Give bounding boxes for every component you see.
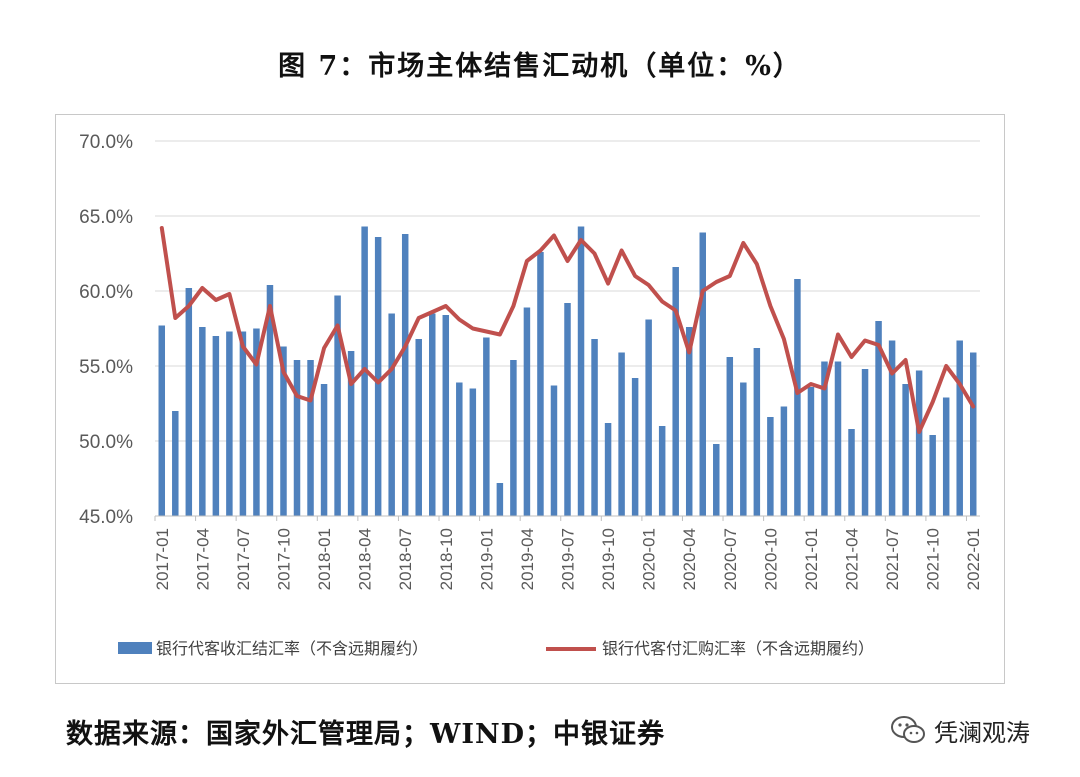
legend-line-label: 银行代客付汇购汇率（不含远期履约） [602, 639, 874, 658]
bar [334, 295, 341, 516]
bar [942, 397, 950, 516]
bar [740, 382, 747, 516]
x-tick-label: 2018-10 [437, 528, 456, 590]
source-note: 数据来源：国家外汇管理局；WIND；中银证券 [66, 719, 666, 750]
bar [821, 361, 828, 516]
bar [307, 360, 314, 516]
x-tick-label: 2022-01 [964, 528, 983, 590]
bar [347, 351, 355, 516]
bar [429, 313, 436, 516]
y-tick-label: 60.0% [79, 282, 133, 303]
bar [753, 348, 761, 516]
bar [172, 411, 179, 516]
bar [564, 303, 571, 516]
bar [212, 336, 220, 516]
bar [415, 339, 422, 516]
y-tick-label: 45.0% [79, 507, 133, 528]
x-tick-label: 2021-07 [883, 528, 902, 590]
bar [902, 384, 909, 516]
bar [158, 325, 166, 516]
bar [320, 384, 328, 516]
bar [969, 352, 977, 516]
bar [280, 346, 287, 516]
x-tick-label: 2021-10 [924, 528, 943, 590]
bar [861, 369, 869, 516]
x-tick-label: 2020-01 [640, 528, 659, 590]
bar [618, 352, 625, 516]
bar [185, 288, 193, 516]
x-tick-label: 2018-01 [315, 528, 334, 590]
bar [875, 321, 882, 516]
bar [780, 406, 788, 516]
bar [888, 340, 896, 516]
bar [388, 313, 395, 516]
bar [658, 426, 666, 516]
bar [550, 385, 558, 516]
bar [469, 388, 477, 516]
x-tick-label: 2021-01 [802, 528, 821, 590]
bar [807, 387, 815, 516]
bar [577, 226, 585, 516]
x-tick-label: 2021-04 [843, 528, 862, 590]
bar [685, 327, 693, 516]
bar [456, 382, 463, 516]
x-tick-label: 2019-04 [518, 528, 537, 590]
bar [537, 252, 544, 516]
bar [293, 360, 301, 516]
x-tick-label: 2017-04 [193, 528, 212, 590]
bar [956, 340, 963, 516]
x-tick-label: 2020-10 [761, 528, 780, 590]
bar [834, 361, 842, 516]
bar [442, 315, 450, 516]
y-tick-label: 55.0% [79, 357, 133, 378]
x-tick-label: 2019-10 [599, 528, 618, 590]
chart-title: 图 7：市场主体结售汇动机（单位：%） [278, 51, 802, 82]
bar [199, 327, 206, 516]
chart-frame: 45.0% 50.0% 55.0% 60.0% 65.0% 70.0% 2017-01 201… [55, 114, 1005, 684]
bar [266, 285, 274, 516]
bar [645, 319, 652, 516]
x-tick-label: 2020-07 [721, 528, 740, 590]
bar [604, 423, 612, 516]
bar [929, 435, 936, 516]
bar [401, 234, 409, 516]
bar [496, 483, 504, 516]
x-tick-label: 2018-04 [356, 528, 375, 590]
x-tick-label: 2017-01 [153, 528, 172, 590]
x-tick-label: 2019-07 [559, 528, 578, 590]
bar [483, 337, 490, 516]
wechat-icon [891, 716, 925, 743]
bar [699, 232, 706, 516]
bar [591, 339, 598, 516]
bar [510, 360, 517, 516]
legend-bar-label: 银行代客收汇结汇率（不含远期履约） [156, 639, 428, 658]
bar [767, 417, 774, 516]
x-tick-label: 2017-10 [274, 528, 293, 590]
bar [631, 378, 639, 516]
x-tick-label: 2020-04 [680, 528, 699, 590]
x-tick-label: 2019-01 [477, 528, 496, 590]
bar [253, 328, 260, 516]
brand-name: 凭澜观涛 [934, 718, 1030, 747]
bar [726, 357, 734, 516]
bar [794, 279, 801, 516]
bar [523, 307, 531, 516]
y-tick-label: 50.0% [79, 432, 133, 453]
y-tick-label: 70.0% [79, 132, 133, 153]
bar [848, 429, 855, 516]
bar [713, 444, 720, 516]
bar [226, 331, 233, 516]
x-tick-label: 2018-07 [396, 528, 415, 590]
bar [374, 237, 382, 516]
bar [672, 267, 679, 516]
brand-watermark: 凭澜观涛 [890, 712, 1030, 748]
chart: 45.0% 50.0% 55.0% 60.0% 65.0% 70.0% 2017-01 201… [79, 132, 983, 658]
y-tick-label: 65.0% [79, 207, 133, 228]
line-series [159, 226, 976, 434]
bar [915, 370, 923, 516]
x-tick-label: 2017-07 [234, 528, 253, 590]
legend-bar-swatch [118, 642, 152, 654]
bar [239, 331, 247, 516]
